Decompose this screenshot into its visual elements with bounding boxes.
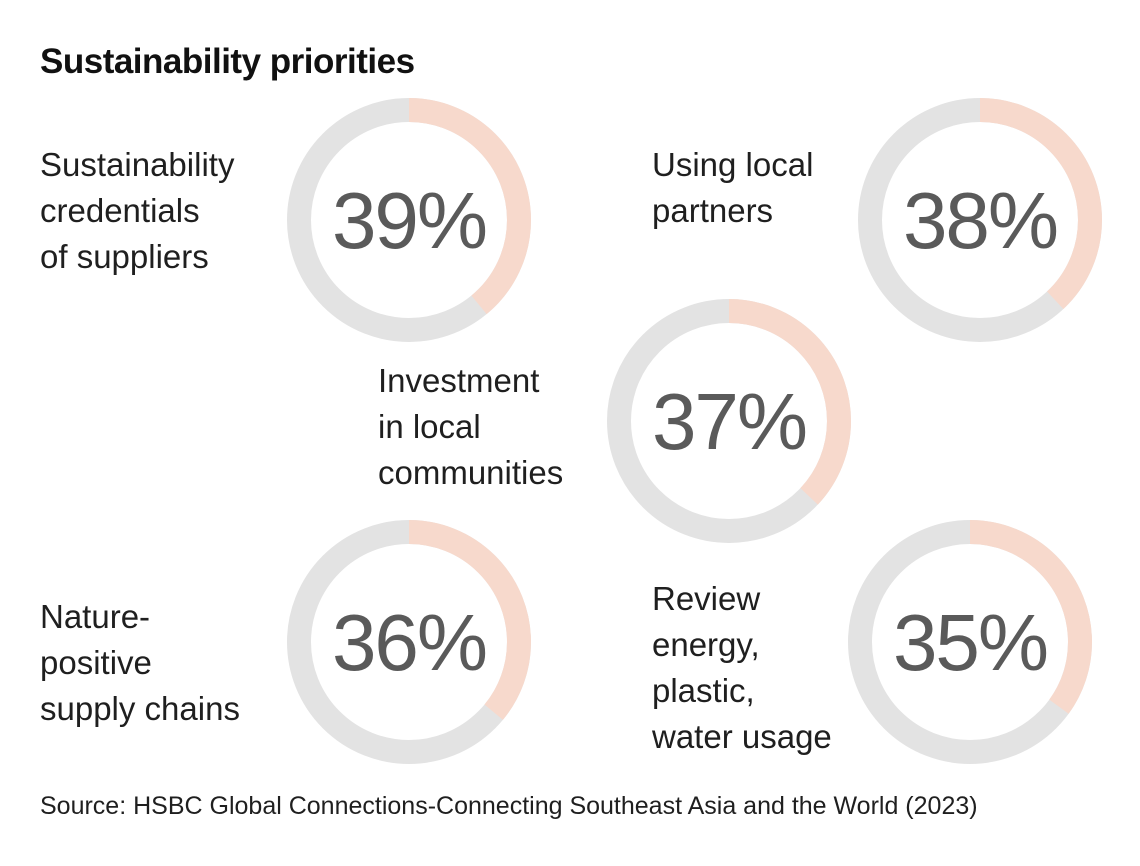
donut-1: 38% [855, 95, 1105, 345]
donut-slice-0 [287, 98, 531, 342]
item-label-line: partners [652, 192, 774, 229]
item-label-line: of suppliers [40, 238, 209, 275]
donut-slice-3 [287, 520, 531, 764]
donut-svg: 36% [287, 520, 531, 764]
item-label-line: credentials [40, 192, 200, 229]
item-label-4: Review energy, plastic, water usage [652, 576, 832, 760]
donut-value-label-4: 35% [893, 598, 1047, 687]
donut-svg: 38% [858, 98, 1102, 342]
item-label-line: Nature- [40, 598, 151, 635]
donut-2: 37% [604, 296, 854, 546]
donut-value-label-3: 36% [332, 598, 486, 687]
donut-slice-2 [607, 299, 851, 543]
donut-0: 39% [284, 95, 534, 345]
donut-svg: 39% [287, 98, 531, 342]
item-label-line: communities [378, 454, 564, 491]
source-note: Source: HSBC Global Connections-Connecti… [40, 792, 978, 820]
item-label-line: energy, [652, 626, 760, 663]
item-label-line: Review [652, 580, 761, 617]
donut-svg: 37% [607, 299, 851, 543]
item-label-1: Using local partners [652, 142, 813, 234]
item-label-2: Investment in local communities [378, 358, 563, 496]
item-label-line: supply chains [40, 690, 240, 727]
item-label-line: in local [378, 408, 481, 445]
item-label-line: Investment [378, 362, 540, 399]
item-label-line: Sustainability [40, 146, 235, 183]
item-label-0: Sustainability credentials of suppliers [40, 142, 234, 280]
donut-value-label-0: 39% [332, 176, 486, 265]
donut-slice-4 [848, 520, 1092, 764]
item-label-line: plastic, [652, 672, 755, 709]
chart-title: Sustainability priorities [40, 42, 415, 81]
donut-3: 36% [284, 517, 534, 767]
donut-svg: 35% [848, 520, 1092, 764]
item-label-line: positive [40, 644, 152, 681]
item-label-3: Nature- positive supply chains [40, 594, 240, 732]
donut-value-label-1: 38% [903, 176, 1057, 265]
donut-value-label-2: 37% [652, 377, 806, 466]
item-label-line: Using local [652, 146, 814, 183]
donut-slice-1 [858, 98, 1102, 342]
donut-4: 35% [845, 517, 1095, 767]
item-label-line: water usage [652, 718, 832, 755]
